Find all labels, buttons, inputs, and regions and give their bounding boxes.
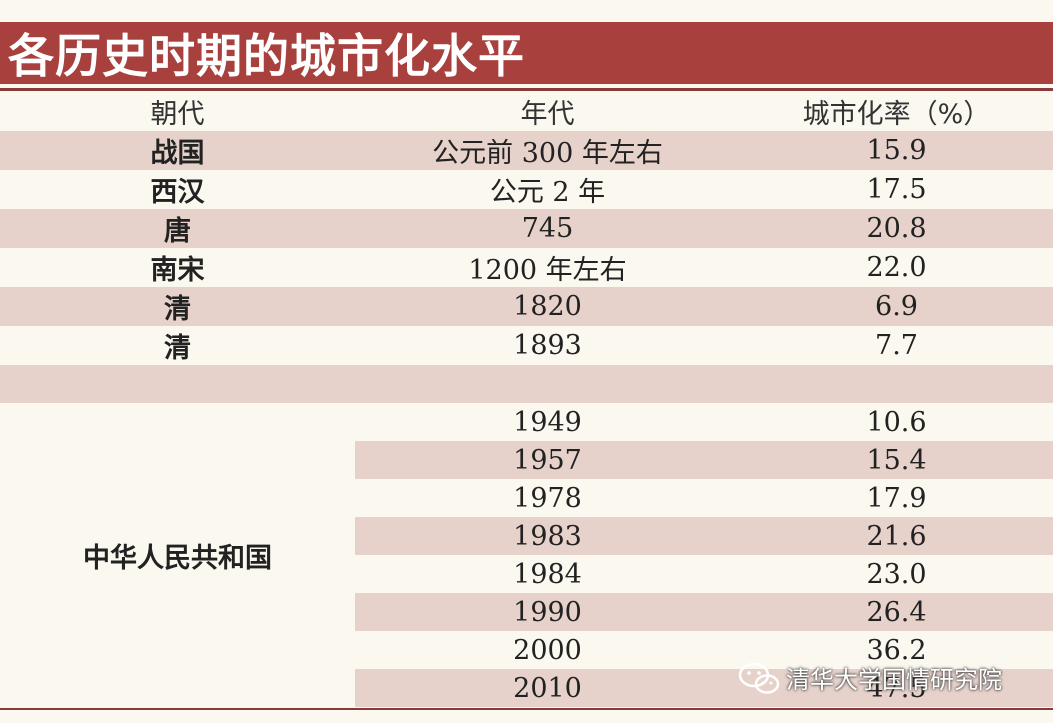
rate-cell: 47.5 [740, 669, 1053, 707]
table-row: 1990 26.4 [0, 593, 1053, 631]
rate-cell: 7.7 [875, 330, 918, 361]
table-row: 2000 36.2 [0, 631, 1053, 669]
divider-bottom [0, 708, 1053, 710]
rate-cell: 17.5 [866, 174, 927, 205]
rate-cell: 15.4 [740, 441, 1053, 479]
dynasty-cell: 战国 [0, 131, 355, 170]
rate-cell: 17.9 [866, 482, 927, 514]
wechat-icon [738, 662, 780, 694]
column-header-rate: 城市化率（%） [802, 99, 991, 130]
spacer-row [0, 365, 1053, 403]
rate-cell: 15.9 [740, 131, 1053, 170]
rate-cell: 10.6 [866, 406, 927, 438]
spacer-cell [0, 365, 355, 403]
year-cell: 公元 2 年 [489, 177, 606, 208]
table-row: 1984 23.0 [0, 555, 1053, 593]
table-row: 2010 47.5 [0, 669, 1053, 707]
year-cell: 1983 [355, 517, 740, 555]
dynasty-cell: 西汉 [150, 177, 205, 208]
dynasty-cell: 唐 [0, 209, 355, 248]
year-cell: 1978 [513, 482, 582, 514]
year-cell: 1893 [513, 330, 582, 361]
table-row: 西汉 公元 2 年 17.5 [0, 170, 1053, 209]
rate-cell: 20.8 [740, 209, 1053, 248]
prc-dynasty-cell: 中华人民共和国 [0, 403, 355, 707]
column-header-dynasty: 朝代 [150, 99, 205, 130]
rate-cell: 23.0 [866, 558, 927, 590]
rate-cell: 22.0 [866, 252, 927, 283]
year-cell: 2000 [513, 634, 582, 666]
table-row: 清 1893 7.7 [0, 326, 1053, 365]
rate-cell: 36.2 [866, 634, 927, 666]
column-header-year: 年代 [520, 99, 575, 130]
table-row: 1957 15.4 [0, 441, 1053, 479]
spacer-cell [355, 365, 740, 403]
year-cell: 1949 [513, 406, 582, 438]
table-row: 清 1820 6.9 [0, 287, 1053, 326]
table-row: 中华人民共和国 1949 10.6 [0, 403, 1053, 707]
watermark-text: 清华大学国情研究院 [786, 666, 1002, 694]
spacer-cell [740, 365, 1053, 403]
year-cell: 1200 年左右 [468, 255, 627, 286]
rate-cell: 21.6 [740, 517, 1053, 555]
dynasty-cell: 清 [0, 287, 355, 326]
rate-cell: 6.9 [740, 287, 1053, 326]
table-row: 南宋 1200 年左右 22.0 [0, 248, 1053, 287]
year-cell: 1984 [513, 558, 582, 590]
year-cell: 745 [355, 209, 740, 248]
year-cell: 1820 [355, 287, 740, 326]
table-row: 战国 公元前 300 年左右 15.9 [0, 131, 1053, 170]
watermark: 清华大学国情研究院 [738, 660, 1002, 695]
table-row: 1983 21.6 [0, 517, 1053, 555]
table-row: 1978 17.9 [0, 479, 1053, 517]
year-cell: 1957 [355, 441, 740, 479]
year-cell: 2010 [355, 669, 740, 707]
dynasty-cell: 南宋 [150, 255, 205, 286]
rate-cell: 26.4 [740, 593, 1053, 631]
divider-top [0, 88, 1053, 91]
year-cell: 1990 [355, 593, 740, 631]
table-header-row: 朝代 年代 城市化率（%） [0, 92, 1053, 131]
page-title: 各历史时期的城市化水平 [0, 22, 1053, 84]
dynasty-cell: 清 [164, 333, 191, 364]
urbanization-table: 朝代 年代 城市化率（%） 战国 公元前 300 年左右 15.9 西汉 公元 … [0, 92, 1053, 707]
year-cell: 公元前 300 年左右 [355, 131, 740, 170]
table-row: 唐 745 20.8 [0, 209, 1053, 248]
